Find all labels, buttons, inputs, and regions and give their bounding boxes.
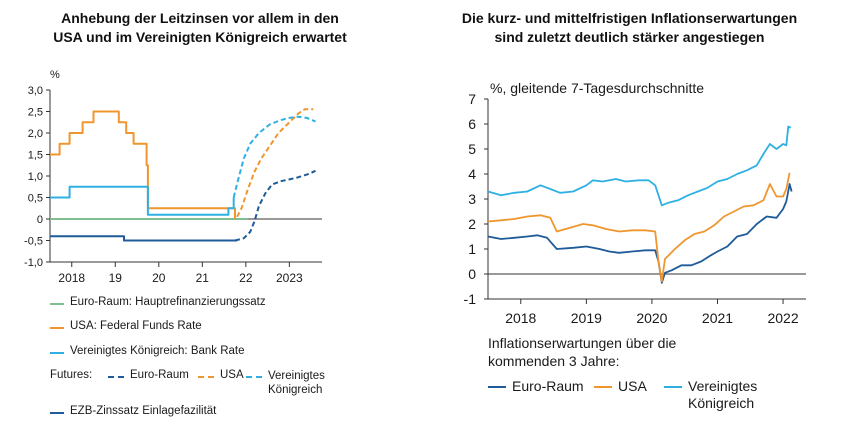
left-x-tick-label: 19 <box>109 271 123 285</box>
left-series-futures-vereinigtes-k-nigreich <box>232 115 316 198</box>
legend-swatch-fut-uk <box>246 376 262 378</box>
right-legend-swatch-euro <box>488 386 506 388</box>
right-y-tick-label: 5 <box>468 141 476 157</box>
right-y-tick-label: 4 <box>468 166 476 182</box>
legend-swatch-euro <box>50 303 64 305</box>
legend-label-euro: Euro-Raum: Hauptrefinanzierungssatz <box>70 296 266 308</box>
legend-swatch-uk <box>50 352 64 354</box>
left-y-tick-label: 2,5 <box>28 106 43 118</box>
right-title-line1: Die kurz- und mittelfristigen Inflations… <box>461 10 798 26</box>
right-legend-label-euro: Euro-Raum <box>512 378 584 394</box>
legend-item-usa: USA: Federal Funds Rate <box>50 320 202 332</box>
left-series-usa-federal-funds-rate <box>50 110 236 219</box>
right-series-usa <box>487 172 791 283</box>
left-series-futures-usa <box>236 108 314 218</box>
left-series-ezb-zinssatz-einlagefazilit-t <box>50 235 238 242</box>
right-legend-item-uk: Vereinigtes Königreich <box>664 378 757 412</box>
legend-swatch-ezb <box>50 412 64 414</box>
legend-futures-label: Futures: <box>50 369 92 381</box>
legend-label-fut-uk-line2: Königreich <box>268 384 323 396</box>
right-legend-item-usa: USA <box>594 378 647 394</box>
legend-label-fut-uk-line1: Vereinigtes <box>268 370 325 382</box>
right-legend-heading-line1: Inflationserwartungen über die <box>488 335 677 351</box>
left-x-tick-label: 2023 <box>276 271 303 285</box>
right-x-tick-label: 2018 <box>505 310 536 326</box>
right-legend-label-uk-line2: Königreich <box>688 395 755 411</box>
legend-swatch-usa <box>50 327 64 329</box>
right-y-tick-label: 6 <box>468 116 476 132</box>
legend-item-uk: Vereinigtes Königreich: Bank Rate <box>50 345 245 357</box>
right-legend-label-usa: USA <box>618 378 647 394</box>
right-y-tick-label: 0 <box>468 266 476 282</box>
left-title-line2: USA und im Vereinigten Königreich erwart… <box>53 29 347 45</box>
legend-item-ezb: EZB-Zinssatz Einlagefazilität <box>50 405 216 417</box>
right-x-tick-label: 2021 <box>702 310 733 326</box>
left-y-tick-label: 0,5 <box>28 192 43 204</box>
left-series-vereinigtes-k-nigreich-bank-rate <box>50 185 235 216</box>
legend-item-fut-euro: Euro-Raum <box>108 369 189 381</box>
legend-label-fut-uk: Vereinigtes Königreich <box>268 369 325 397</box>
right-legend-heading: Inflationserwartungen über die kommenden… <box>488 334 676 370</box>
legend-swatch-fut-euro <box>108 376 124 378</box>
left-y-tick-label: 2,0 <box>28 128 43 140</box>
legend-label-uk: Vereinigtes Königreich: Bank Rate <box>70 345 245 357</box>
left-y-tick-label: 1,5 <box>28 149 43 161</box>
left-x-tick-label: 21 <box>196 271 210 285</box>
left-y-tick-label: -0,5 <box>24 235 43 247</box>
legend-item-fut-uk: Vereinigtes Königreich <box>246 369 325 397</box>
right-y-tick-label: 3 <box>468 191 476 207</box>
right-x-tick-label: 2022 <box>767 310 798 326</box>
left-y-tick-label: 1,0 <box>28 171 43 183</box>
right-x-tick-label: 2020 <box>636 310 667 326</box>
right-chart-title: Die kurz- und mittelfristigen Inflations… <box>418 9 841 47</box>
legend-label-fut-usa: USA <box>220 369 244 381</box>
right-legend-heading-line2: kommenden 3 Jahre: <box>488 353 620 369</box>
right-legend-swatch-uk <box>664 386 682 388</box>
right-y-tick-label: 7 <box>468 91 476 107</box>
legend-label-ezb: EZB-Zinssatz Einlagefazilität <box>70 405 217 417</box>
right-x-tick-label: 2019 <box>571 310 602 326</box>
legend-swatch-fut-usa <box>198 376 214 378</box>
left-y-tick-label: -1,0 <box>24 257 43 269</box>
right-legend-label-uk: Vereinigtes Königreich <box>688 378 757 412</box>
legend-item-euro: Euro-Raum: Hauptrefinanzierungssatz <box>50 296 266 308</box>
right-legend-swatch-usa <box>594 386 612 388</box>
right-title-line2: sind zuletzt deutlich stärker angestiege… <box>494 29 765 45</box>
right-y-tick-label: 2 <box>468 216 476 232</box>
legend-label-usa: USA: Federal Funds Rate <box>70 320 202 332</box>
left-y-tick-label: 0 <box>37 214 43 226</box>
left-x-tick-label: 22 <box>239 271 253 285</box>
right-y-tick-label: 1 <box>468 241 476 257</box>
left-chart-title: Anhebung der Leitzinsen vor allem in den… <box>0 9 400 47</box>
right-legend-label-uk-line1: Vereinigtes <box>688 378 758 394</box>
right-legend-item-euro: Euro-Raum <box>488 378 584 394</box>
right-series-vereinigtes-k-nigreich <box>487 125 792 207</box>
legend-label-fut-euro: Euro-Raum <box>130 369 189 381</box>
left-x-tick-label: 20 <box>152 271 166 285</box>
left-unit-label: % <box>50 69 60 81</box>
left-x-tick-label: 2018 <box>58 271 85 285</box>
right-unit-label: %, gleitende 7-Tagesdurchschnitte <box>490 80 704 96</box>
legend-item-fut-usa: USA <box>198 369 244 381</box>
left-y-tick-label: 3,0 <box>28 85 43 97</box>
left-series-futures-euro-raum <box>234 169 316 242</box>
left-title-line1: Anhebung der Leitzinsen vor allem in den <box>61 10 339 26</box>
legend-futures-text: Futures: <box>50 369 93 381</box>
right-y-tick-label: -1 <box>464 291 477 307</box>
right-series-euro-raum <box>487 183 793 284</box>
